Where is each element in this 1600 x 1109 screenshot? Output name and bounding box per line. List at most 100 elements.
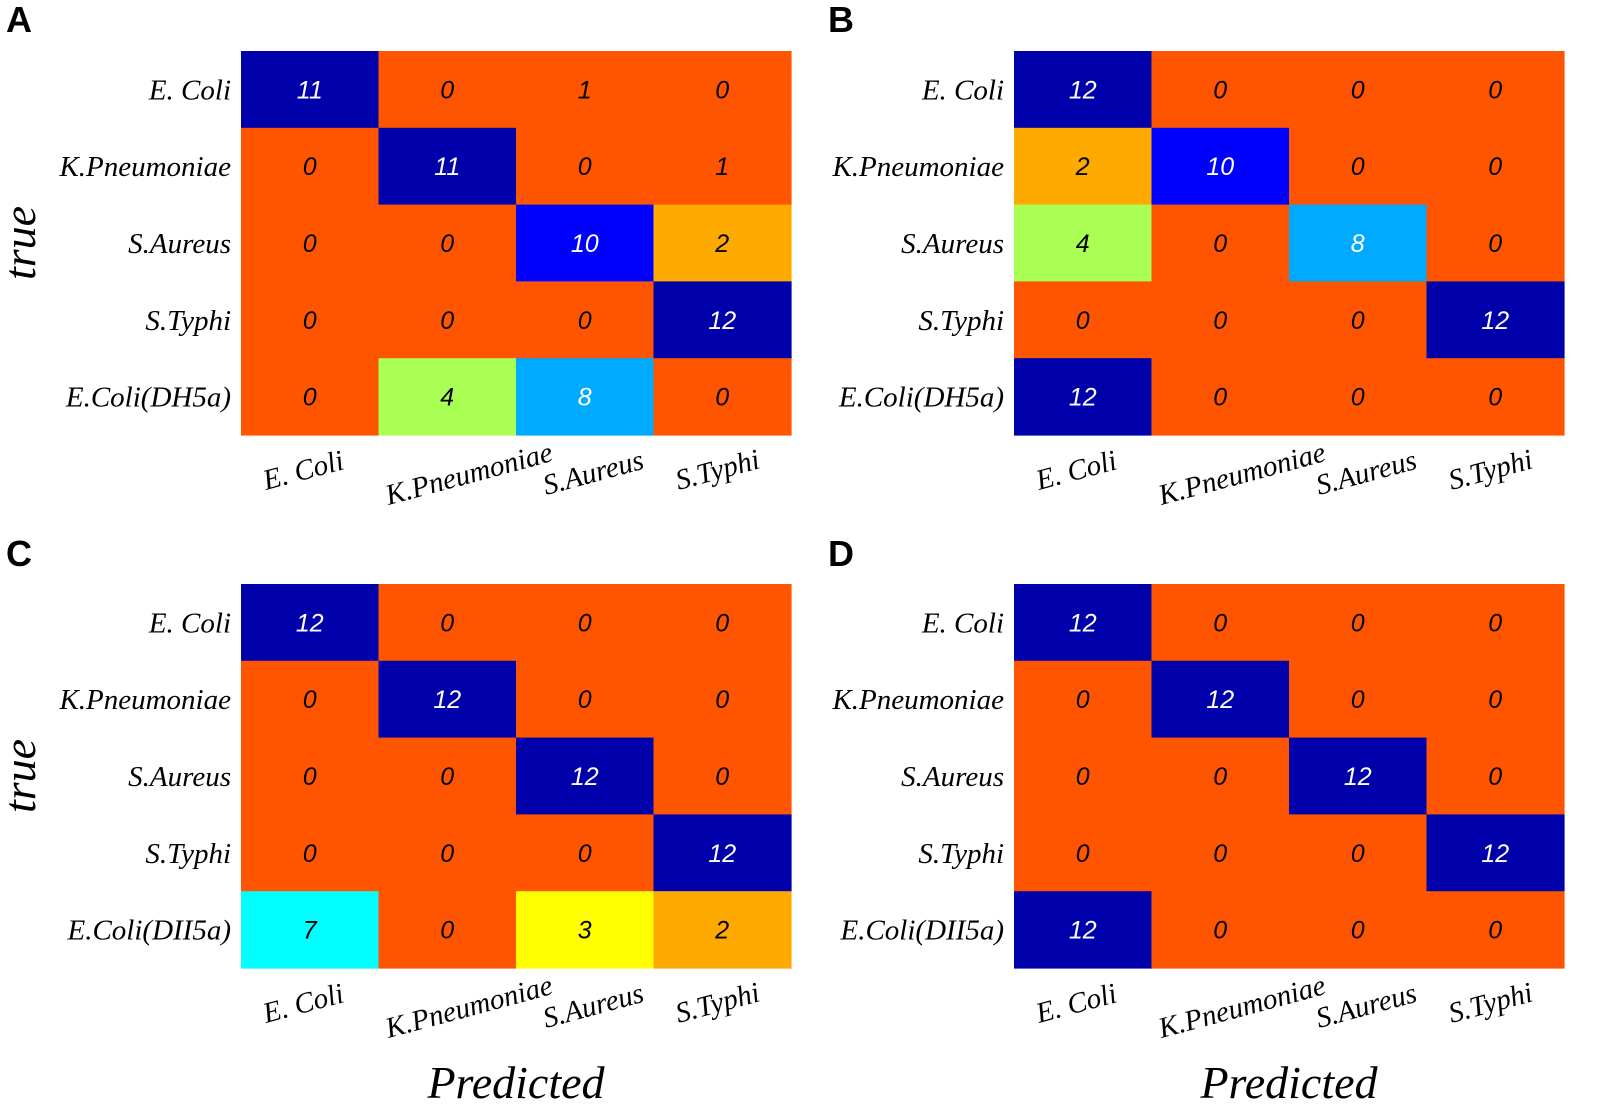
- row-label: E. Coli: [148, 607, 231, 639]
- heatmap-cell: [378, 358, 517, 436]
- heatmap-cell: [378, 127, 517, 206]
- row-label: E. Coli: [148, 74, 231, 106]
- cell-value-label: 12: [296, 609, 324, 637]
- heatmap-cell: [516, 127, 655, 206]
- heatmap-cell: [241, 737, 380, 815]
- cell-value-label: 0: [1351, 307, 1365, 335]
- row-label: E. Coli: [921, 74, 1004, 106]
- column-label: S.Typhi: [1445, 444, 1536, 497]
- cell-value-label: 12: [1481, 840, 1509, 868]
- heatmap-cell: [653, 281, 792, 359]
- heatmap-cell: [1014, 127, 1153, 206]
- cell-value-label: 0: [715, 384, 729, 412]
- row-label: E. Coli: [921, 607, 1004, 639]
- cell-value-label: 0: [1351, 840, 1365, 868]
- cell-value-label: 0: [1351, 917, 1365, 945]
- heatmap-cell: [1289, 891, 1428, 969]
- heatmap-cell: [1151, 737, 1290, 815]
- cell-value-label: 12: [1206, 686, 1234, 714]
- heatmap-cell: [378, 814, 517, 892]
- heatmap-cell: [241, 204, 380, 282]
- cell-value-label: 0: [578, 609, 592, 637]
- cell-value-label: 0: [440, 230, 454, 258]
- cell-value-label: 0: [1488, 230, 1502, 258]
- heatmap-cell: [1289, 584, 1428, 662]
- heatmap-cell: [1151, 127, 1290, 206]
- cell-value-label: 0: [1213, 230, 1227, 258]
- cell-value-label: 0: [1076, 307, 1090, 335]
- panel-A: A11 0 1 00 11 0 10 0 10 20 0 0 120 4 8 0E. ColiK.Pneumo…: [0, 0, 792, 512]
- cell-value-label: 2: [714, 917, 729, 945]
- cell-value-label: 0: [1351, 609, 1365, 637]
- heatmap-cell: [653, 127, 792, 206]
- heatmap-cell: [1014, 51, 1153, 129]
- row-label: K.Pneumoniae: [831, 151, 1004, 183]
- column-label: S.Typhi: [672, 444, 763, 497]
- cell-value-label: 0: [1488, 609, 1502, 637]
- cell-value-label: 4: [1076, 230, 1090, 258]
- heatmap-cell: [241, 814, 380, 892]
- column-label: S.Typhi: [1445, 977, 1536, 1030]
- y-axis-title: true: [0, 739, 45, 813]
- cell-value-label: 10: [571, 230, 599, 258]
- cell-value-label: 0: [440, 609, 454, 637]
- panel-D: D 12 0 0 0 0 12 0 0 0 0 12 0 0 0 0 12 12 0 0 0 E. Coli K.Pneum…: [828, 533, 1565, 1108]
- heatmap-cell: [1014, 660, 1153, 739]
- heatmap-cell: [653, 737, 792, 815]
- cell-value-label: 0: [303, 384, 317, 412]
- heatmap-cell: [516, 660, 655, 739]
- cell-value-label: 0: [1213, 609, 1227, 637]
- row-label: K.Pneumoniae: [58, 684, 231, 716]
- cell-value-label: 12: [1069, 384, 1097, 412]
- heatmap-cell: [378, 891, 517, 969]
- heatmap-cell: [1426, 891, 1565, 969]
- cell-value-label: 0: [1213, 763, 1227, 791]
- panel-C: C 12 0 0 0 0 12 0 0 0 0 12 0 0 0 0 12 7 0 3 2 E. Coli K.Pneumo…: [0, 533, 792, 1108]
- heatmap-cell: [1289, 737, 1428, 815]
- heatmap-cell: [1151, 660, 1290, 739]
- heatmap-cell: [1289, 281, 1428, 359]
- cell-value-label: 0: [578, 153, 592, 181]
- cell-value-label: 11: [297, 76, 323, 104]
- heatmap-cell: [378, 204, 517, 282]
- cell-value-label: 12: [1344, 763, 1372, 791]
- row-label: S.Typhi: [918, 838, 1004, 870]
- row-label: E.Coli(DII5a): [840, 915, 1005, 947]
- cell-value-label: 0: [578, 686, 592, 714]
- heatmap-cell: [1426, 660, 1565, 739]
- panel-letter: A: [6, 0, 32, 40]
- cell-value-label: 0: [1213, 917, 1227, 945]
- heatmap-cell: [653, 891, 792, 969]
- heatmap-cell: [516, 584, 655, 662]
- row-label: S.Typhi: [145, 305, 231, 337]
- heatmap-cell: [1426, 814, 1565, 892]
- row-label: E.Coli(DH5a): [65, 382, 231, 414]
- cell-value-label: 0: [1488, 763, 1502, 791]
- heatmap-cell: [1426, 281, 1565, 359]
- heatmap-cell: [378, 737, 517, 815]
- heatmap-cell: [1289, 358, 1428, 436]
- column-label: E. Coli: [259, 978, 348, 1030]
- cell-value-label: 11: [434, 153, 460, 181]
- heatmap-cell: [1289, 127, 1428, 206]
- heatmap-cell: [1151, 204, 1290, 282]
- cell-value-label: 12: [708, 307, 736, 335]
- cell-value-label: 0: [303, 307, 317, 335]
- cell-value-label: 2: [714, 230, 729, 258]
- column-label: K.Pneumoniae: [381, 436, 556, 512]
- heatmap-cell: [1014, 891, 1153, 969]
- heatmap-cell: [1426, 51, 1565, 129]
- cell-value-label: 0: [440, 763, 454, 791]
- cell-value-label: 8: [578, 384, 592, 412]
- cell-value-label: 0: [1076, 686, 1090, 714]
- cell-value-label: 12: [571, 763, 599, 791]
- heatmap-cell: [1014, 814, 1153, 892]
- cell-value-label: 0: [1213, 76, 1227, 104]
- heatmap-cell: [1426, 584, 1565, 662]
- column-label: S.Aureus: [540, 444, 648, 502]
- heatmap-cell: [378, 51, 517, 129]
- row-label: K.Pneumoniae: [58, 151, 231, 183]
- heatmap-cell: [378, 660, 517, 739]
- column-label: K.Pneumoniae: [1154, 436, 1329, 512]
- cell-value-label: 0: [578, 840, 592, 868]
